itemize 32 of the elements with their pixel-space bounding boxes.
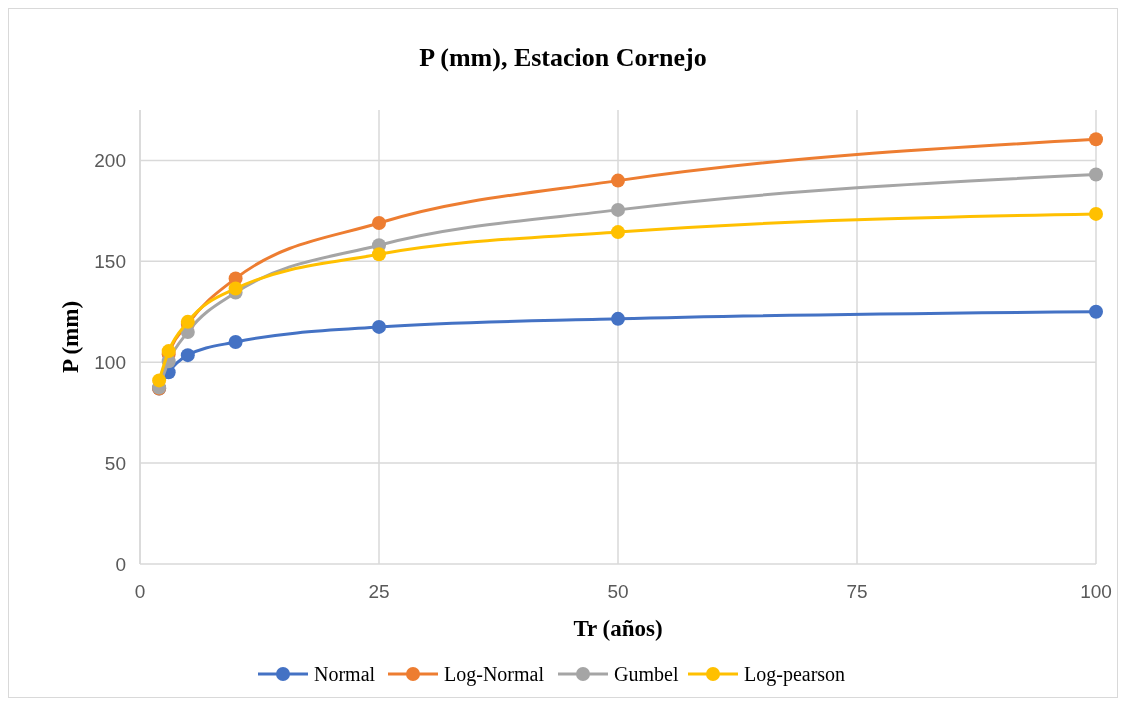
point [180, 348, 195, 363]
y-tick-label: 200 [94, 150, 126, 172]
y-tick-label: 150 [94, 250, 126, 272]
point [1089, 167, 1103, 182]
point [1089, 304, 1103, 319]
chart-title: P (mm), Estacion Cornejo [419, 43, 707, 72]
y-tick-label: 100 [94, 351, 126, 373]
y-axis-title: P (mm) [58, 300, 83, 374]
legend-label: Log-pearson [744, 663, 846, 686]
x-tick-label: 100 [1080, 581, 1112, 602]
x-tick-label: 50 [607, 581, 629, 602]
point [228, 335, 243, 350]
point [611, 225, 625, 240]
point [372, 247, 386, 262]
legend-label: Gumbel [614, 663, 679, 685]
point [611, 311, 625, 326]
y-tick-label: 50 [104, 452, 126, 474]
point [611, 173, 625, 188]
point [372, 319, 386, 334]
x-axis-title: Tr (años) [573, 616, 663, 641]
x-tick-label: 75 [846, 581, 868, 602]
y-tick-label: 0 [115, 553, 126, 575]
point [372, 216, 386, 230]
x-tick-label: 0 [134, 581, 146, 602]
x-tick-label: 25 [368, 581, 390, 602]
point [1089, 132, 1103, 147]
point [152, 373, 167, 388]
legend-label: Normal [314, 663, 376, 685]
point [1089, 206, 1103, 221]
point [611, 202, 625, 217]
point [228, 281, 243, 296]
legend-label: Log-Normal [444, 663, 545, 686]
